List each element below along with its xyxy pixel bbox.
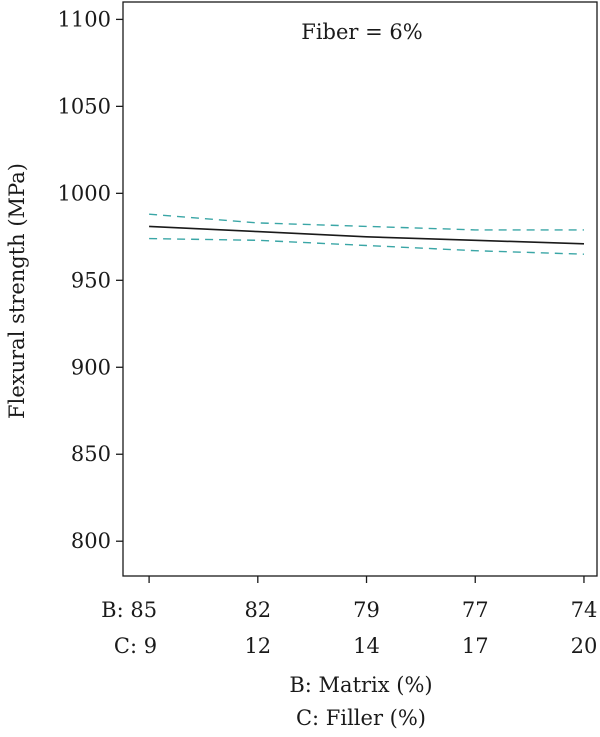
y-tick-label: 900	[71, 355, 111, 379]
x-tick-label-matrix: 82	[244, 598, 271, 622]
y-tick-label: 800	[71, 529, 111, 553]
x-tick-label-filler: C: 9	[114, 634, 157, 658]
x-axis-title-filler: C: Filler (%)	[296, 706, 426, 730]
y-tick-label: 1100	[58, 7, 111, 31]
lower-confidence-band-line	[149, 237, 585, 255]
upper-confidence-band-line	[149, 213, 584, 231]
mean-prediction-line	[149, 225, 585, 245]
x-tick-label-matrix: B: 85	[101, 598, 157, 622]
y-axis-title: Flexural strength (MPa)	[5, 163, 29, 419]
plot-frame-group	[122, 1, 598, 577]
x-tick-label-filler: 20	[571, 634, 598, 658]
y-tick-label: 1000	[58, 181, 111, 205]
y-tick-label: 1050	[58, 94, 111, 118]
y-axis: 800 850 900 950 1000 1050 1100	[58, 7, 123, 553]
x-axis: B: 85 C: 9 82 12 79 14 77 17 74 20	[101, 576, 597, 658]
y-tick-label: 950	[71, 268, 111, 292]
x-tick-label-filler: 14	[353, 634, 380, 658]
plot-frame	[122, 1, 598, 577]
x-tick-label-matrix: 79	[353, 598, 380, 622]
x-tick-label-matrix: 74	[571, 598, 598, 622]
fiber-annotation: Fiber = 6%	[301, 20, 422, 44]
x-axis-title-matrix: B: Matrix (%)	[289, 673, 432, 697]
x-tick-label-filler: 17	[462, 634, 489, 658]
y-tick-label: 850	[71, 442, 111, 466]
series-group	[149, 213, 585, 255]
x-tick-label-matrix: 77	[462, 598, 489, 622]
x-tick-label-filler: 12	[244, 634, 271, 658]
